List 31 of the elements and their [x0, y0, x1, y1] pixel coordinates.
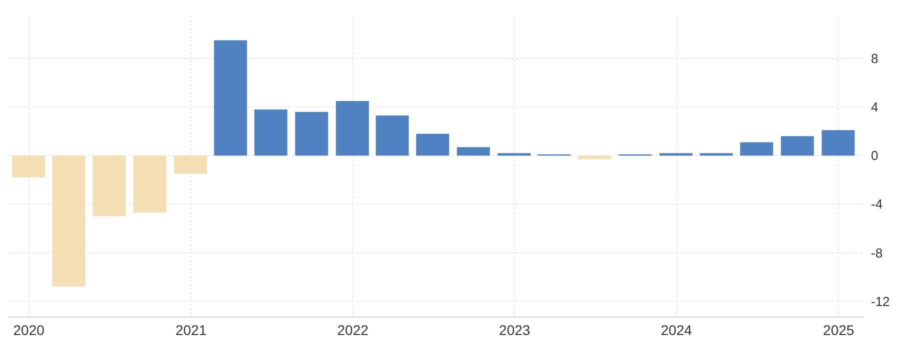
bar	[780, 136, 814, 156]
y-tick-label: 0	[871, 148, 878, 164]
bar	[578, 156, 611, 160]
y-tick-label: -8	[871, 245, 883, 260]
x-tick-label: 2023	[499, 322, 530, 338]
bar	[376, 116, 409, 156]
y-tick-label: 4	[871, 100, 878, 115]
x-tick-label: 2020	[13, 322, 45, 338]
bar	[659, 153, 692, 156]
bar	[12, 156, 45, 178]
x-tick-label: 2022	[337, 322, 369, 338]
y-tick-label: -4	[871, 196, 883, 212]
bar	[456, 147, 490, 156]
bar	[52, 156, 86, 287]
bar	[740, 142, 774, 156]
y-tick-label: 8	[871, 51, 878, 66]
x-tick-label: 2021	[175, 322, 207, 338]
x-tick-label: 2025	[823, 322, 854, 338]
bar	[295, 112, 328, 156]
bar	[174, 156, 208, 174]
bar	[133, 156, 166, 213]
bar	[92, 156, 126, 216]
y-tick-label: -12	[871, 294, 890, 309]
bar	[498, 153, 531, 156]
bar	[214, 40, 247, 156]
bar	[700, 153, 733, 156]
x-tick-label: 2024	[660, 322, 692, 338]
bar	[416, 134, 450, 156]
bar	[822, 130, 855, 156]
bar	[336, 100, 369, 156]
bar	[254, 109, 288, 156]
